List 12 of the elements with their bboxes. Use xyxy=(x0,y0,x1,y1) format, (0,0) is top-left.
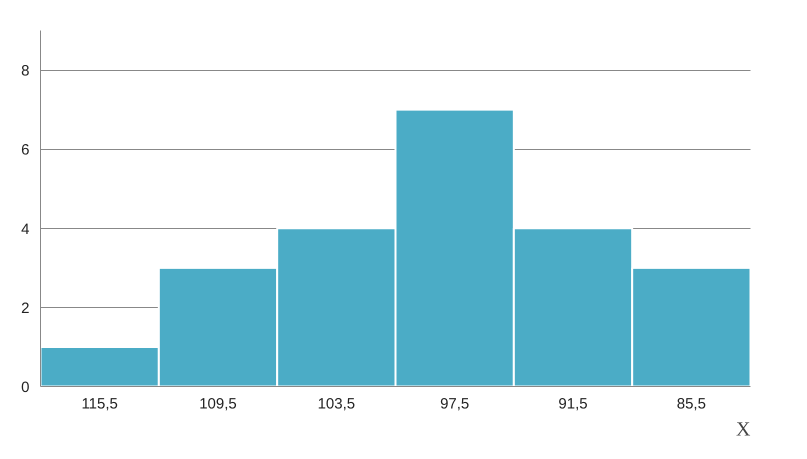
y-tick-label: 4 xyxy=(21,220,30,238)
y-tick-label: 6 xyxy=(21,142,30,159)
y-tick-label: 8 xyxy=(21,62,30,80)
x-tick-label: 91,5 xyxy=(558,396,588,412)
x-tick-label: 109,5 xyxy=(199,396,237,412)
x-tick-label: 115,5 xyxy=(81,396,118,412)
x-tick-label: 85,5 xyxy=(676,396,706,412)
x-axis-title: X xyxy=(736,418,752,440)
y-tick-label: 0 xyxy=(21,379,30,396)
x-tick-label: 97,5 xyxy=(440,396,470,412)
x-tick-label: 103,5 xyxy=(318,396,356,412)
y-tick-label: 2 xyxy=(21,300,30,317)
